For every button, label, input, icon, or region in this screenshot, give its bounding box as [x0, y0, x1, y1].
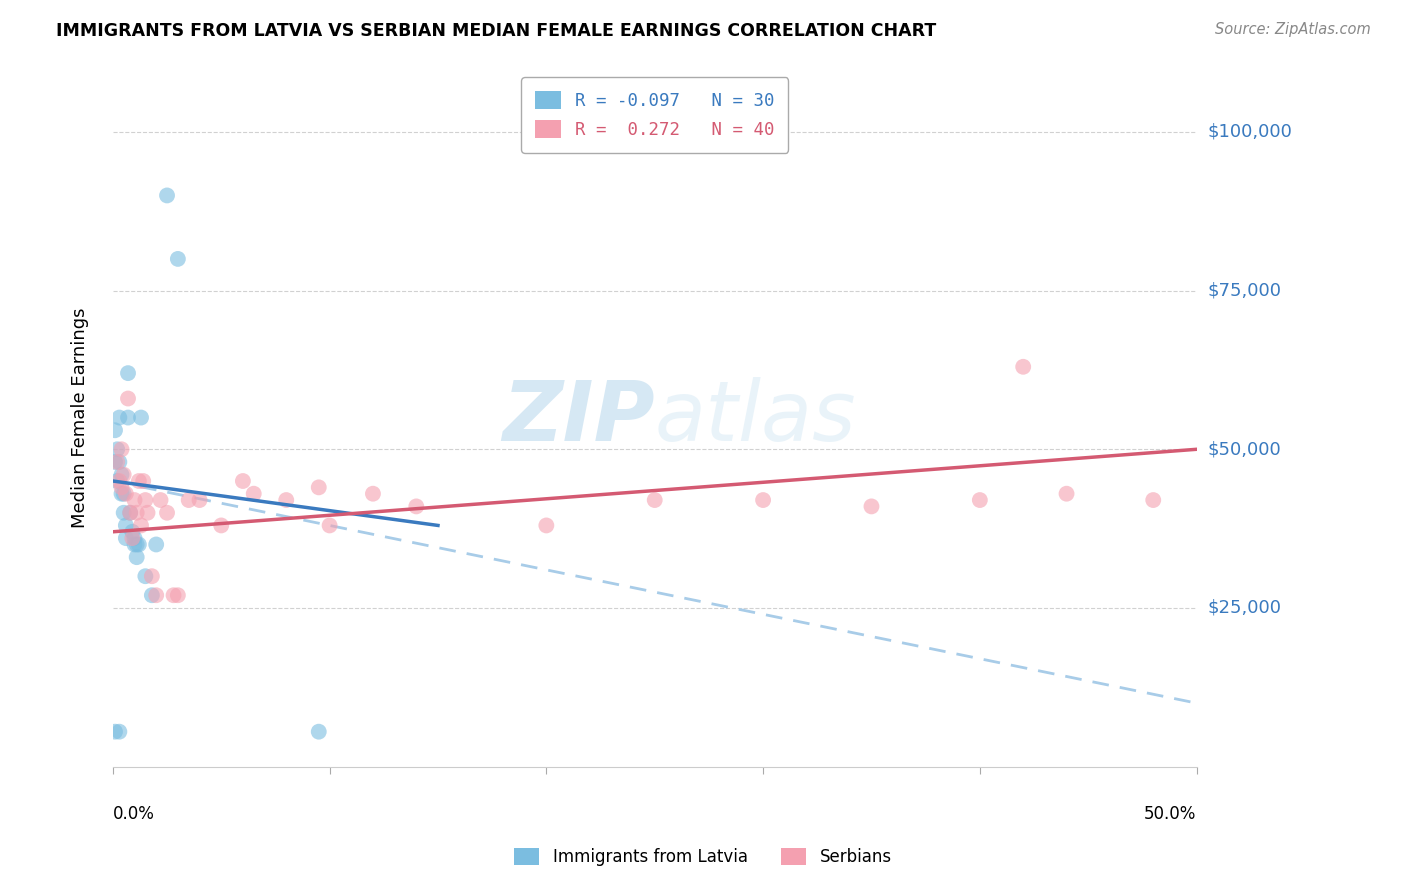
- Point: [112, 486, 135, 500]
- Point: [134, 569, 156, 583]
- Point: [112, 506, 135, 520]
- Point: [167, 588, 190, 602]
- Text: $75,000: $75,000: [1208, 282, 1282, 300]
- Point: [110, 486, 132, 500]
- Text: $100,000: $100,000: [1208, 123, 1292, 141]
- Point: [120, 506, 142, 520]
- Point: [361, 486, 384, 500]
- Point: [141, 588, 163, 602]
- Point: [149, 493, 172, 508]
- Point: [134, 493, 156, 508]
- Point: [209, 518, 232, 533]
- Point: [232, 474, 254, 488]
- Point: [125, 550, 148, 565]
- Point: [188, 493, 211, 508]
- Point: [108, 455, 131, 469]
- Legend: Immigrants from Latvia, Serbians: Immigrants from Latvia, Serbians: [506, 840, 900, 875]
- Point: [110, 467, 132, 482]
- Point: [156, 188, 179, 202]
- Point: [1012, 359, 1035, 374]
- Point: [308, 724, 330, 739]
- Point: [167, 252, 190, 266]
- Point: [112, 467, 135, 482]
- Point: [105, 455, 128, 469]
- Point: [644, 493, 666, 508]
- Point: [162, 588, 184, 602]
- Point: [117, 410, 139, 425]
- Point: [177, 493, 200, 508]
- Point: [136, 506, 159, 520]
- Point: [108, 724, 131, 739]
- Point: [124, 537, 146, 551]
- Point: [128, 537, 150, 551]
- Text: Source: ZipAtlas.com: Source: ZipAtlas.com: [1215, 22, 1371, 37]
- Point: [105, 442, 128, 457]
- Point: [124, 531, 146, 545]
- Point: [1056, 486, 1078, 500]
- Text: $50,000: $50,000: [1208, 441, 1281, 458]
- Point: [117, 392, 139, 406]
- Point: [125, 537, 148, 551]
- Y-axis label: Median Female Earnings: Median Female Earnings: [72, 308, 89, 528]
- Point: [405, 500, 427, 514]
- Point: [117, 366, 139, 380]
- Text: atlas: atlas: [655, 377, 856, 458]
- Text: 0.0%: 0.0%: [112, 805, 155, 823]
- Point: [132, 474, 155, 488]
- Legend: R = -0.097   N = 30, R =  0.272   N = 40: R = -0.097 N = 30, R = 0.272 N = 40: [522, 78, 789, 153]
- Point: [125, 506, 148, 520]
- Point: [242, 486, 264, 500]
- Point: [108, 410, 131, 425]
- Point: [145, 537, 167, 551]
- Point: [536, 518, 558, 533]
- Point: [752, 493, 775, 508]
- Point: [115, 518, 138, 533]
- Point: [276, 493, 298, 508]
- Text: IMMIGRANTS FROM LATVIA VS SERBIAN MEDIAN FEMALE EARNINGS CORRELATION CHART: IMMIGRANTS FROM LATVIA VS SERBIAN MEDIAN…: [56, 22, 936, 40]
- Point: [110, 480, 132, 494]
- Point: [1142, 493, 1164, 508]
- Point: [318, 518, 340, 533]
- Point: [128, 474, 150, 488]
- Point: [104, 423, 127, 437]
- Text: 50.0%: 50.0%: [1144, 805, 1197, 823]
- Point: [145, 588, 167, 602]
- Point: [129, 518, 152, 533]
- Point: [115, 486, 138, 500]
- Text: $25,000: $25,000: [1208, 599, 1282, 617]
- Point: [115, 531, 138, 545]
- Point: [104, 455, 127, 469]
- Point: [104, 724, 127, 739]
- Point: [124, 493, 146, 508]
- Point: [860, 500, 883, 514]
- Point: [105, 474, 128, 488]
- Point: [120, 506, 142, 520]
- Text: ZIP: ZIP: [502, 377, 655, 458]
- Point: [110, 442, 132, 457]
- Point: [156, 506, 179, 520]
- Point: [308, 480, 330, 494]
- Point: [121, 531, 143, 545]
- Point: [121, 524, 143, 539]
- Point: [141, 569, 163, 583]
- Point: [969, 493, 991, 508]
- Point: [129, 410, 152, 425]
- Point: [108, 474, 131, 488]
